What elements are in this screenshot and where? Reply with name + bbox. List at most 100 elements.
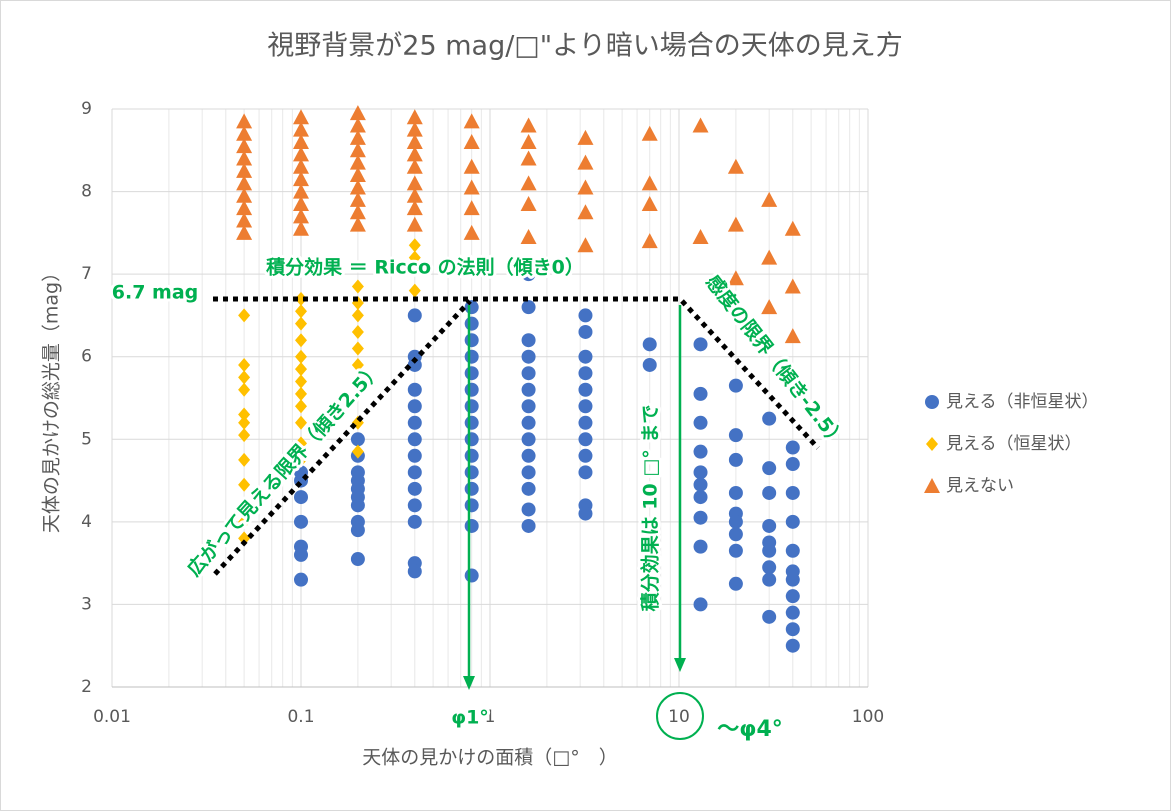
point (238, 514, 251, 529)
point (762, 609, 777, 624)
point (785, 572, 800, 587)
point (238, 357, 251, 372)
point (642, 357, 657, 372)
point (351, 374, 364, 389)
point (727, 270, 744, 286)
point (293, 121, 309, 137)
point (236, 138, 253, 154)
y-tick-label: 7 (81, 264, 92, 284)
point (520, 228, 537, 244)
point (236, 224, 253, 240)
point (293, 171, 309, 187)
point (520, 175, 537, 191)
point (693, 415, 708, 430)
point (295, 452, 307, 467)
point (728, 576, 743, 591)
point (520, 134, 537, 150)
point (293, 134, 309, 150)
point (785, 589, 800, 604)
point (521, 349, 536, 364)
point (762, 485, 777, 500)
point (578, 506, 593, 521)
point (464, 568, 479, 583)
y-tick-label: 8 (81, 182, 92, 202)
point (238, 428, 251, 443)
point (406, 109, 423, 125)
x-tick-label: 0.01 (93, 707, 131, 727)
point (349, 204, 366, 220)
point (349, 117, 366, 133)
point (351, 308, 364, 323)
point (785, 457, 800, 472)
legend-label: 見える（恒星状） (946, 434, 1082, 454)
point (407, 514, 422, 529)
y-tick-label: 4 (81, 512, 92, 532)
point (238, 382, 251, 397)
highlight-circle (656, 692, 704, 740)
y-tick-label: 5 (81, 429, 92, 449)
annotation: 6.7 mag (112, 282, 199, 304)
point (520, 150, 537, 166)
point (728, 485, 743, 500)
point (785, 543, 800, 558)
legend: 見える（非恒星状） 見える（恒星状） 見えない (924, 392, 1099, 496)
point (293, 220, 309, 236)
point (295, 374, 307, 389)
point (407, 432, 422, 447)
point (236, 125, 253, 141)
point (295, 304, 307, 319)
point (693, 477, 708, 492)
point (293, 109, 309, 125)
point (407, 308, 422, 323)
point (350, 552, 365, 567)
point (407, 481, 422, 496)
point (295, 333, 307, 348)
point (578, 432, 593, 447)
annotation: 積分効果は 10 □° まで (639, 405, 662, 612)
point (295, 436, 307, 451)
point (728, 378, 743, 393)
annotation: φ1° (451, 707, 489, 729)
point (464, 415, 479, 430)
point (407, 382, 422, 397)
point (762, 572, 777, 587)
point (463, 224, 480, 240)
point (521, 415, 536, 430)
point (693, 444, 708, 459)
point (407, 498, 422, 513)
point (238, 308, 251, 323)
point (407, 399, 422, 414)
point (578, 324, 593, 339)
point (351, 444, 364, 459)
point (642, 337, 657, 352)
point (350, 523, 365, 538)
point (349, 179, 366, 195)
point (407, 564, 422, 579)
point (578, 382, 593, 397)
point (238, 531, 251, 546)
point (577, 237, 594, 253)
point (349, 216, 366, 232)
point (238, 370, 251, 385)
point (464, 432, 479, 447)
point (293, 208, 309, 224)
point (924, 478, 940, 493)
point (407, 448, 422, 463)
point (407, 415, 422, 430)
point (406, 146, 423, 162)
point (406, 134, 423, 150)
point (762, 518, 777, 533)
point (408, 283, 421, 298)
point (464, 465, 479, 480)
point (692, 228, 709, 244)
point (521, 481, 536, 496)
point (349, 142, 366, 158)
point (464, 366, 479, 381)
point (236, 212, 253, 228)
x-tick-label: 1 (485, 707, 496, 727)
point (728, 428, 743, 443)
point (785, 622, 800, 637)
point (762, 543, 777, 558)
point (464, 448, 479, 463)
